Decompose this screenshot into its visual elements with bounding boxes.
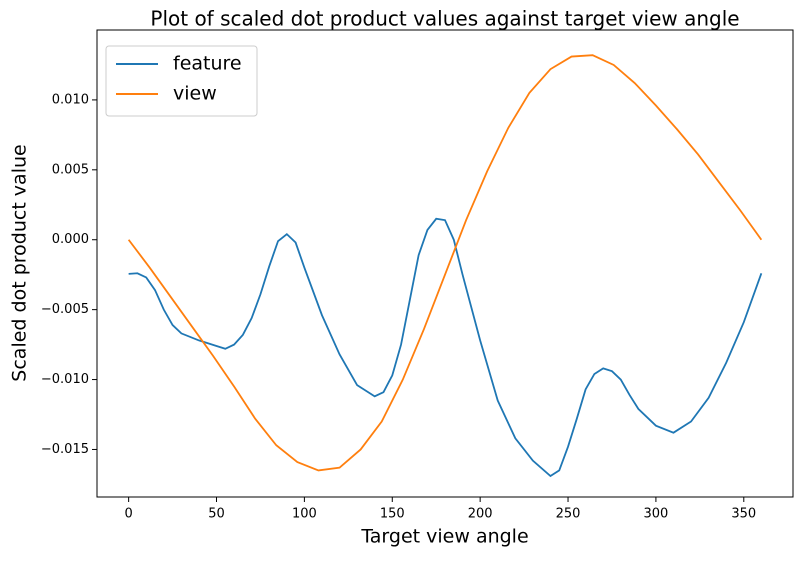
y-axis-label: Scaled dot product value [9,144,31,381]
series-line [128,217,763,478]
legend-label: feature [173,53,242,75]
x-tick-label: 50 [208,507,225,522]
x-tick-label: 0 [124,507,132,522]
y-tick-label: −0.010 [41,372,89,387]
x-tick-label: 150 [380,507,405,522]
x-tick-label: 100 [292,507,317,522]
x-tick-label: 350 [731,507,756,522]
plot-frame [96,29,794,498]
x-axis-label: Target view angle [360,526,528,548]
series-line [127,54,763,472]
y-tick-label: 0.005 [52,162,89,177]
x-tick-label: 200 [468,507,493,522]
y-tick-label: 0.010 [52,92,89,107]
chart-title: Plot of scaled dot product values agains… [150,7,739,31]
x-tick-label: 300 [643,507,668,522]
y-tick-label: 0.000 [52,232,89,247]
y-tick-label: −0.005 [41,302,89,317]
y-tick-label: −0.015 [41,442,89,457]
legend-label: view [173,83,217,105]
x-tick-label: 250 [556,507,581,522]
